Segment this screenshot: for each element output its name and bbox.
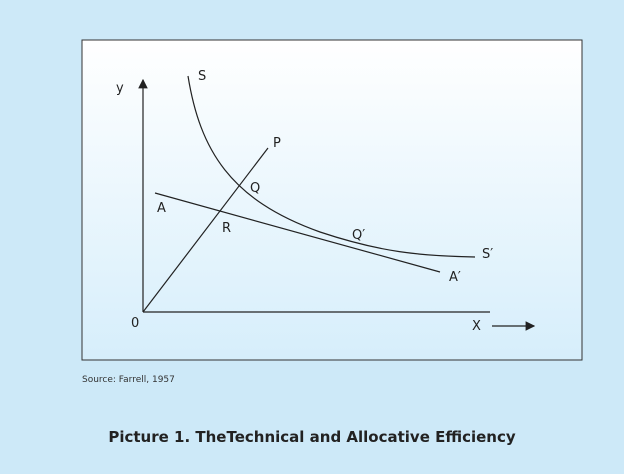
label-s: S bbox=[198, 69, 206, 84]
price-line bbox=[154, 192, 441, 273]
isoquant-curve bbox=[187, 75, 476, 258]
label-a: A bbox=[157, 201, 166, 216]
diagram-frame bbox=[81, 39, 583, 361]
label-r: R bbox=[222, 221, 231, 236]
caption: Picture 1. TheTechnical and Allocative E… bbox=[108, 428, 516, 446]
label-q: Q bbox=[250, 181, 260, 196]
ray-0p bbox=[142, 147, 269, 313]
label-s-prime: S′ bbox=[482, 247, 493, 262]
label-q-prime: Q′ bbox=[352, 228, 365, 243]
label-origin: 0 bbox=[131, 316, 139, 331]
label-a-prime: A′ bbox=[449, 270, 461, 285]
source: Source: Farrell, 1957 bbox=[82, 375, 175, 385]
label-p: P bbox=[273, 136, 281, 151]
label-x: X bbox=[472, 319, 481, 334]
label-y: y bbox=[116, 81, 124, 96]
